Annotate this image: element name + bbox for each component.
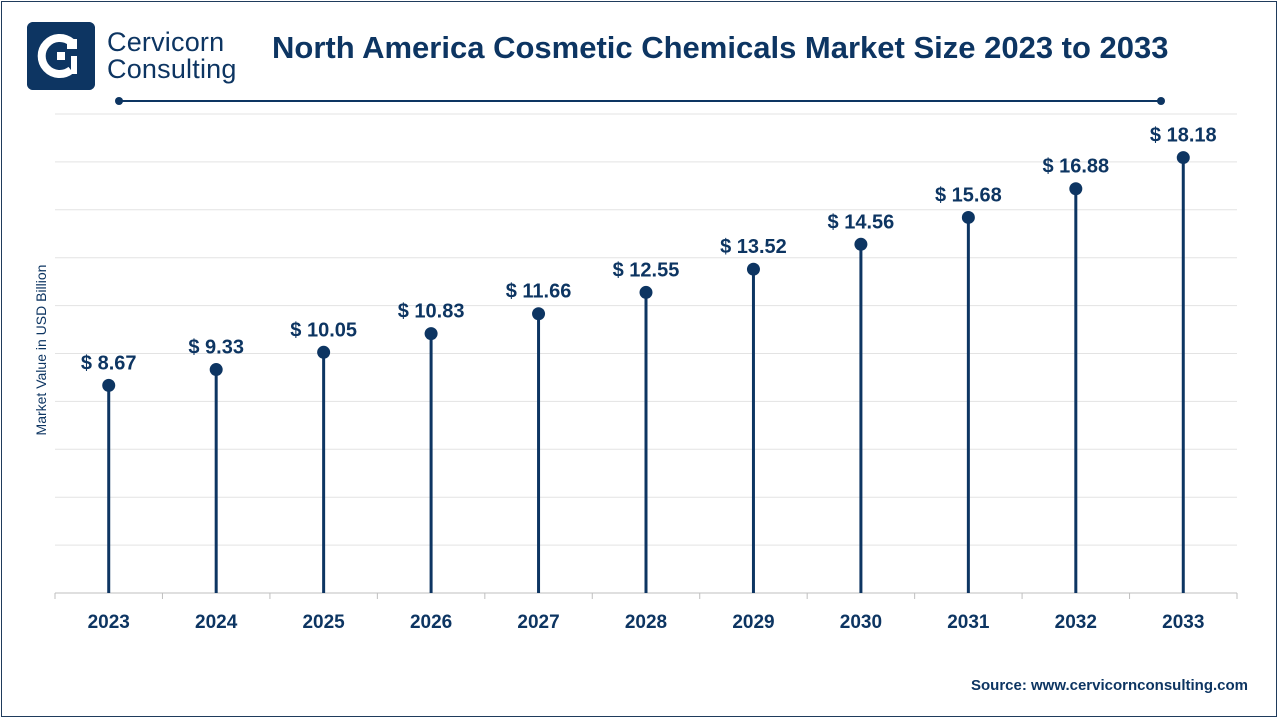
brand-name-line1: Cervicorn [107, 27, 225, 57]
x-tick-label: 2032 [1055, 612, 1097, 633]
x-tick-labels: 2023 2024 2025 2026 2027 2028 2029 2030 2031 2032… [88, 612, 1205, 633]
lollipop-dot [1176, 151, 1190, 165]
title-underline-dot-left [115, 97, 123, 105]
x-tick-label: 2030 [840, 612, 882, 633]
data-label: $ 15.68 [935, 184, 1002, 206]
lollipop-dot [746, 262, 760, 276]
x-tick-label: 2033 [1162, 612, 1204, 633]
x-tick-label: 2023 [88, 612, 130, 633]
title-underline-dot-right [1157, 97, 1165, 105]
lollipop-dot [102, 378, 116, 392]
x-tick-label: 2029 [732, 612, 774, 633]
x-tick-label: 2024 [195, 612, 238, 633]
data-marks: $ 8.67 $ 9.33 $ 10.05 $ 10.83 $ 11.66 $ 12.55… [81, 125, 1217, 593]
lollipop-dot [424, 327, 438, 341]
lollipop-dot [532, 307, 546, 321]
x-tick-label: 2028 [625, 612, 667, 633]
x-tick-label: 2031 [947, 612, 990, 633]
x-tick-label: 2026 [410, 612, 452, 633]
brand-name: Cervicorn Consulting [107, 29, 237, 83]
data-label: $ 18.18 [1150, 125, 1217, 147]
chart-title: North America Cosmetic Chemicals Market … [272, 30, 1169, 65]
x-tick-label: 2025 [302, 612, 345, 633]
data-label: $ 12.55 [613, 259, 680, 281]
title-underline [119, 100, 1161, 102]
data-label: $ 13.52 [720, 236, 787, 258]
lollipop-dot [639, 285, 653, 299]
data-label: $ 10.05 [290, 319, 357, 341]
data-label: $ 8.67 [81, 352, 137, 374]
data-label: $ 16.88 [1042, 156, 1109, 178]
x-axis [54, 592, 1238, 599]
brand-logo-icon [27, 22, 95, 90]
data-label: $ 9.33 [188, 337, 244, 359]
lollipop-dot [317, 345, 331, 359]
source-note: Source: www.cervicornconsulting.com [970, 677, 1248, 694]
data-label: $ 10.83 [398, 301, 465, 323]
lollipop-dot [961, 210, 975, 224]
lollipop-dot [854, 237, 868, 251]
brand-logo: Cervicorn Consulting [27, 22, 237, 90]
data-label: $ 11.66 [506, 281, 572, 303]
lollipop-dot [209, 363, 223, 377]
brand-name-line2: Consulting [107, 54, 237, 84]
x-tick-label: 2027 [517, 612, 559, 633]
lollipop-dot [1069, 182, 1083, 196]
data-label: $ 14.56 [828, 211, 895, 233]
